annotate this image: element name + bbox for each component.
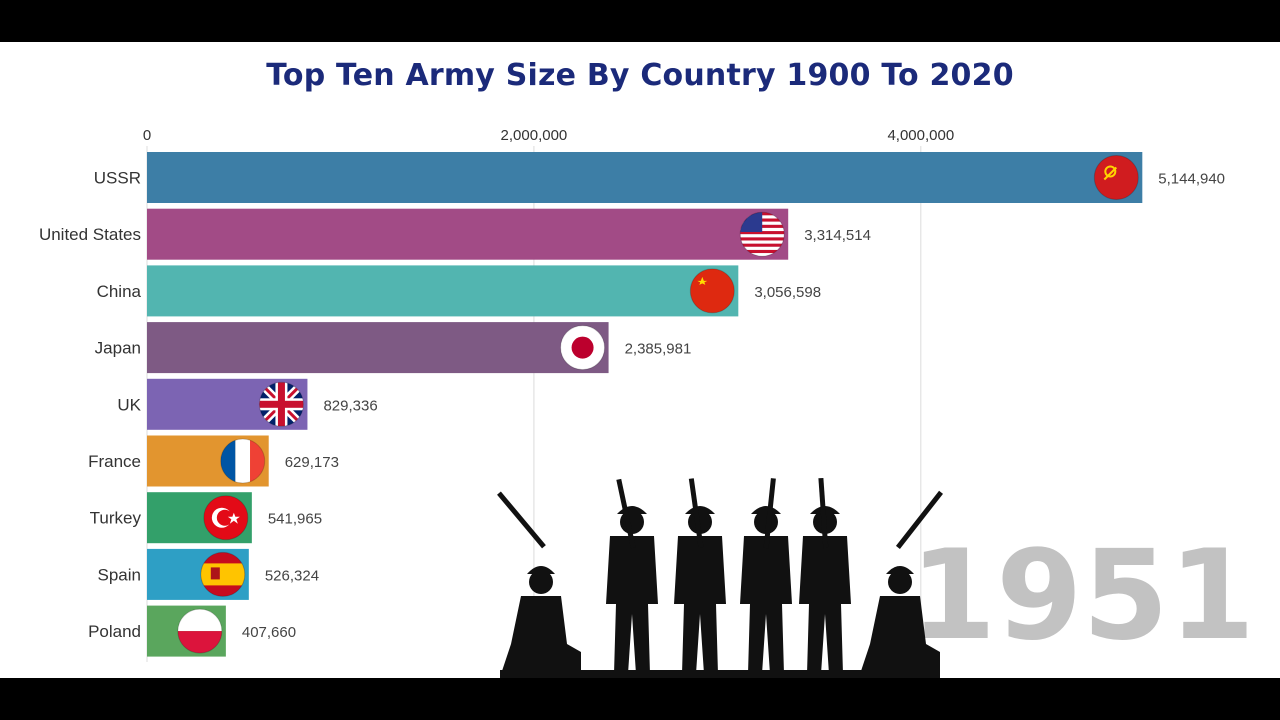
usa-flag-icon (739, 211, 785, 257)
bar (147, 152, 1143, 203)
category-label: China (97, 282, 142, 301)
france-flag-icon (220, 438, 266, 484)
value-label: 526,324 (265, 567, 319, 584)
category-label: Poland (88, 622, 141, 641)
value-label: 3,314,514 (804, 227, 871, 244)
japan-flag-icon (560, 325, 606, 371)
ussr-flag-icon (1093, 155, 1139, 200)
bar-row: UK 829,336 (117, 378, 378, 430)
category-label: Turkey (90, 509, 142, 528)
bar-chart: 0 2,000,000 4,000,000 USSR 5,144,940 United … (39, 127, 1255, 678)
turkey-flag-icon (203, 495, 249, 541)
bar-row: USSR 5,144,940 (94, 152, 1225, 203)
category-label: USSR (94, 169, 141, 188)
period-label: 1951 (910, 524, 1255, 668)
category-label: United States (39, 225, 141, 244)
chart-stage: Top Ten Army Size By Country 1900 To 202… (0, 42, 1280, 678)
bar-row: Turkey 541,965 (90, 492, 322, 544)
bar (147, 322, 609, 374)
category-label: Spain (98, 565, 141, 584)
soldier-silhouette (799, 477, 851, 674)
value-label: 541,965 (268, 511, 322, 528)
chart-title: Top Ten Army Size By Country 1900 To 202… (266, 58, 1014, 93)
value-label: 629,173 (285, 454, 339, 471)
soldier-silhouette (740, 478, 792, 674)
spain-flag-icon (200, 551, 246, 597)
bar-row: Spain 526,324 (98, 548, 319, 600)
china-flag-icon (689, 268, 735, 314)
uk-flag-icon (258, 381, 304, 427)
bar-row: China 3,056,598 (97, 265, 821, 317)
category-label: UK (117, 395, 141, 414)
bar-row: United States 3,314,514 (39, 208, 871, 260)
value-label: 829,336 (323, 397, 377, 414)
soldier-silhouette (674, 478, 726, 674)
bar-row: France 629,173 (88, 435, 339, 487)
bar (147, 208, 789, 260)
soldier-silhouette (606, 478, 658, 674)
bar-row: Poland 407,660 (88, 605, 296, 657)
category-label: Japan (95, 339, 141, 358)
poland-flag-icon (177, 608, 223, 654)
x-tick-label: 4,000,000 (887, 127, 954, 144)
value-label: 5,144,940 (1158, 171, 1225, 188)
x-tick-label: 0 (143, 127, 151, 144)
value-label: 3,056,598 (754, 284, 821, 301)
value-label: 2,385,981 (625, 341, 692, 358)
x-tick-label: 2,000,000 (501, 127, 568, 144)
bar (147, 265, 739, 317)
soldier-silhouette (497, 491, 581, 674)
category-label: France (88, 452, 141, 471)
soldier-silhouette (860, 490, 943, 674)
letterbox-top (0, 0, 1280, 42)
soldiers-silhouette-icon (497, 477, 943, 678)
bar-row: Japan 2,385,981 (95, 322, 692, 374)
bar-layer: USSR 5,144,940 United States 3,314,514 China… (39, 152, 1225, 657)
letterbox-bottom (0, 678, 1280, 720)
value-label: 407,660 (242, 624, 296, 641)
